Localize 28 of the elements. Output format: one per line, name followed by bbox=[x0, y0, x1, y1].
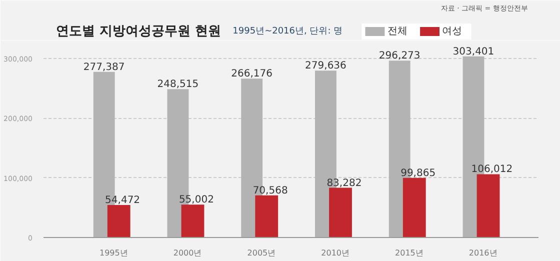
chart-subtitle: 1995년~2016년, 단위: 명 bbox=[232, 26, 343, 36]
data-label: 277,387 bbox=[83, 62, 125, 73]
data-label: 248,515 bbox=[157, 79, 199, 90]
data-label: 54,472 bbox=[105, 194, 140, 206]
x-tick-label: 2016년 bbox=[468, 248, 498, 258]
legend-label: 여성 bbox=[442, 26, 462, 37]
data-label: 279,636 bbox=[305, 60, 346, 72]
bar bbox=[402, 178, 426, 238]
bar bbox=[181, 204, 204, 238]
data-label: 99,865 bbox=[400, 168, 436, 179]
data-label: 296,273 bbox=[378, 50, 420, 62]
data-label: 55,002 bbox=[178, 194, 214, 206]
data-label: 303,401 bbox=[452, 46, 494, 58]
x-tick-label: 2000년 bbox=[173, 248, 202, 258]
bar bbox=[476, 174, 500, 238]
bar bbox=[255, 195, 278, 238]
legend-label: 전체 bbox=[387, 26, 408, 37]
chart-title: 연도별 지방여성공무원 현원 bbox=[56, 24, 221, 39]
x-tick-label: 1995년 bbox=[100, 248, 128, 258]
data-label: 70,568 bbox=[252, 185, 288, 196]
bar bbox=[107, 204, 130, 238]
data-label: 266,176 bbox=[231, 68, 273, 80]
x-tick-label: 2005년 bbox=[247, 248, 276, 258]
data-label: 106,012 bbox=[471, 164, 513, 176]
data-label: 83,282 bbox=[326, 178, 362, 189]
bar bbox=[329, 188, 352, 238]
x-tick-label: 2015년 bbox=[395, 248, 424, 258]
x-tick-label: 2010년 bbox=[321, 248, 350, 258]
